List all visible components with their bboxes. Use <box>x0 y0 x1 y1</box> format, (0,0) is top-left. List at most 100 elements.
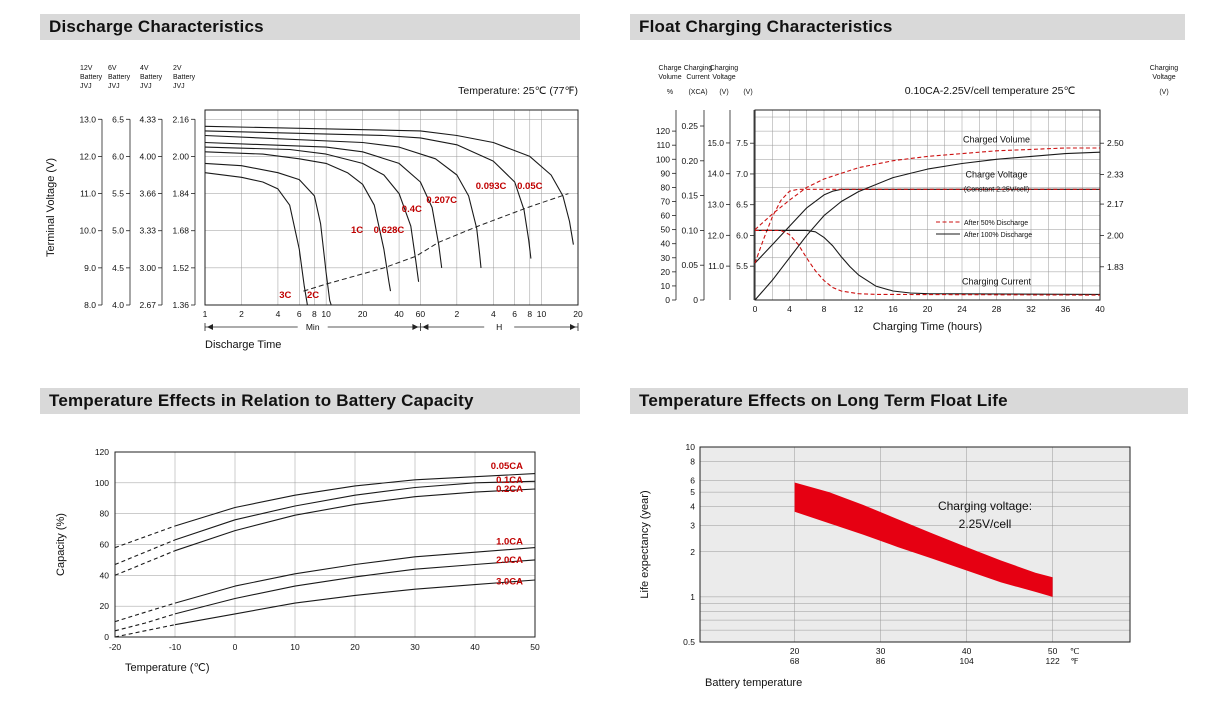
svg-text:Charging Time (hours): Charging Time (hours) <box>873 321 982 333</box>
svg-text:10: 10 <box>686 442 696 452</box>
svg-text:Temperature: 25℃ (77℉): Temperature: 25℃ (77℉) <box>458 85 578 97</box>
svg-text:0.10: 0.10 <box>681 225 698 235</box>
svg-text:4: 4 <box>276 309 281 319</box>
svg-text:7.0: 7.0 <box>736 169 748 179</box>
panel-temp-capacity: Temperature Effects in Relation to Batte… <box>40 388 580 680</box>
svg-text:8: 8 <box>822 304 827 314</box>
svg-text:120: 120 <box>95 447 109 457</box>
svg-text:40: 40 <box>394 309 404 319</box>
section-title-temp-capacity: Temperature Effects in Relation to Batte… <box>40 388 580 414</box>
svg-text:86: 86 <box>876 656 886 666</box>
svg-text:(V): (V) <box>743 89 752 96</box>
svg-text:8: 8 <box>312 309 317 319</box>
svg-text:0.05: 0.05 <box>681 260 698 270</box>
svg-text:2.25V/cell: 2.25V/cell <box>959 517 1012 531</box>
svg-text:8.0: 8.0 <box>84 300 96 310</box>
svg-text:2.33: 2.33 <box>1107 170 1124 180</box>
svg-text:2.67: 2.67 <box>139 300 156 310</box>
svg-text:20: 20 <box>350 642 360 652</box>
section-title-float-charging: Float Charging Characteristics <box>630 14 1185 40</box>
svg-text:2: 2 <box>690 547 695 557</box>
svg-text:60: 60 <box>100 540 110 550</box>
svg-text:3.33: 3.33 <box>139 226 156 236</box>
svg-text:40: 40 <box>470 642 480 652</box>
svg-text:4.00: 4.00 <box>139 151 156 161</box>
svg-text:70: 70 <box>661 196 671 206</box>
svg-text:Charge Voltage: Charge Voltage <box>965 170 1027 180</box>
svg-text:4: 4 <box>690 502 695 512</box>
svg-text:Min: Min <box>306 322 320 332</box>
svg-text:6.5: 6.5 <box>736 200 748 210</box>
svg-text:Voltage: Voltage <box>1152 74 1175 81</box>
svg-text:Terminal Voltage (V): Terminal Voltage (V) <box>45 158 57 257</box>
svg-text:24: 24 <box>957 304 967 314</box>
svg-text:Voltage: Voltage <box>712 74 735 81</box>
svg-text:6.5: 6.5 <box>112 114 124 124</box>
svg-text:8: 8 <box>527 309 532 319</box>
svg-text:40: 40 <box>661 239 671 249</box>
svg-text:68: 68 <box>790 656 800 666</box>
svg-text:120: 120 <box>656 126 670 136</box>
svg-text:2.17: 2.17 <box>1107 199 1124 209</box>
svg-text:(V): (V) <box>1159 89 1168 96</box>
svg-text:0.05CA: 0.05CA <box>491 461 523 472</box>
svg-text:1: 1 <box>690 592 695 602</box>
svg-text:40: 40 <box>100 570 110 580</box>
svg-text:Charged Volume: Charged Volume <box>963 134 1030 144</box>
svg-text:Charge: Charge <box>659 65 682 72</box>
svg-text:100: 100 <box>95 478 109 488</box>
svg-text:1.0CA: 1.0CA <box>496 537 523 548</box>
svg-text:0: 0 <box>233 642 238 652</box>
svg-text:0.10CA-2.25V/cell temperature: 0.10CA-2.25V/cell temperature 25℃ <box>905 85 1076 97</box>
svg-text:1.84: 1.84 <box>172 189 189 199</box>
svg-text:Battery: Battery <box>108 74 131 81</box>
svg-text:0.628C: 0.628C <box>374 225 405 236</box>
svg-text:(Constant 2.25V/cell): (Constant 2.25V/cell) <box>964 187 1029 194</box>
panel-float-charging: Float Charging Characteristics Charged V… <box>630 14 1185 344</box>
svg-text:After 50% Discharge: After 50% Discharge <box>964 220 1028 227</box>
svg-text:Battery: Battery <box>173 74 196 81</box>
svg-text:H: H <box>496 322 502 332</box>
svg-text:5: 5 <box>690 487 695 497</box>
svg-text:%: % <box>667 89 673 96</box>
svg-text:After 100% Discharge: After 100% Discharge <box>964 232 1032 239</box>
svg-text:0.25: 0.25 <box>681 121 698 131</box>
panel-float-life: Temperature Effects on Long Term Float L… <box>630 388 1188 694</box>
svg-text:Charging: Charging <box>710 65 739 72</box>
svg-text:90: 90 <box>661 168 671 178</box>
svg-text:0.5: 0.5 <box>683 637 695 647</box>
svg-text:JVJ: JVJ <box>80 83 92 90</box>
svg-text:4V: 4V <box>140 65 149 72</box>
section-title-discharge: Discharge Characteristics <box>40 14 580 40</box>
svg-text:6: 6 <box>297 309 302 319</box>
svg-text:12V: 12V <box>80 65 93 72</box>
svg-text:14.0: 14.0 <box>707 169 724 179</box>
svg-text:Charging: Charging <box>684 65 713 72</box>
svg-text:13.0: 13.0 <box>707 200 724 210</box>
svg-text:6.0: 6.0 <box>736 230 748 240</box>
svg-text:Volume: Volume <box>658 74 681 81</box>
svg-text:40: 40 <box>1095 304 1105 314</box>
svg-text:(V): (V) <box>719 89 728 96</box>
svg-text:1.36: 1.36 <box>172 300 189 310</box>
svg-text:2.50: 2.50 <box>1107 138 1124 148</box>
svg-text:50: 50 <box>661 225 671 235</box>
svg-text:11.0: 11.0 <box>80 189 96 199</box>
svg-text:7.5: 7.5 <box>736 138 748 148</box>
float-charging-chart: Charged Volume Charge Voltage (Constant 2.… <box>656 65 1178 333</box>
svg-text:4: 4 <box>491 309 496 319</box>
svg-text:10: 10 <box>290 642 300 652</box>
svg-text:Battery temperature: Battery temperature <box>705 677 802 689</box>
svg-text:32: 32 <box>1026 304 1036 314</box>
svg-text:-10: -10 <box>169 642 182 652</box>
svg-text:100: 100 <box>656 154 670 164</box>
svg-text:0.207C: 0.207C <box>426 195 457 206</box>
svg-text:40: 40 <box>962 646 972 656</box>
svg-text:5.0: 5.0 <box>112 226 124 236</box>
svg-text:28: 28 <box>992 304 1002 314</box>
svg-text:℉: ℉ <box>1071 656 1080 666</box>
svg-text:3C: 3C <box>279 290 291 301</box>
svg-text:3: 3 <box>690 520 695 530</box>
svg-text:3.00: 3.00 <box>139 263 156 273</box>
